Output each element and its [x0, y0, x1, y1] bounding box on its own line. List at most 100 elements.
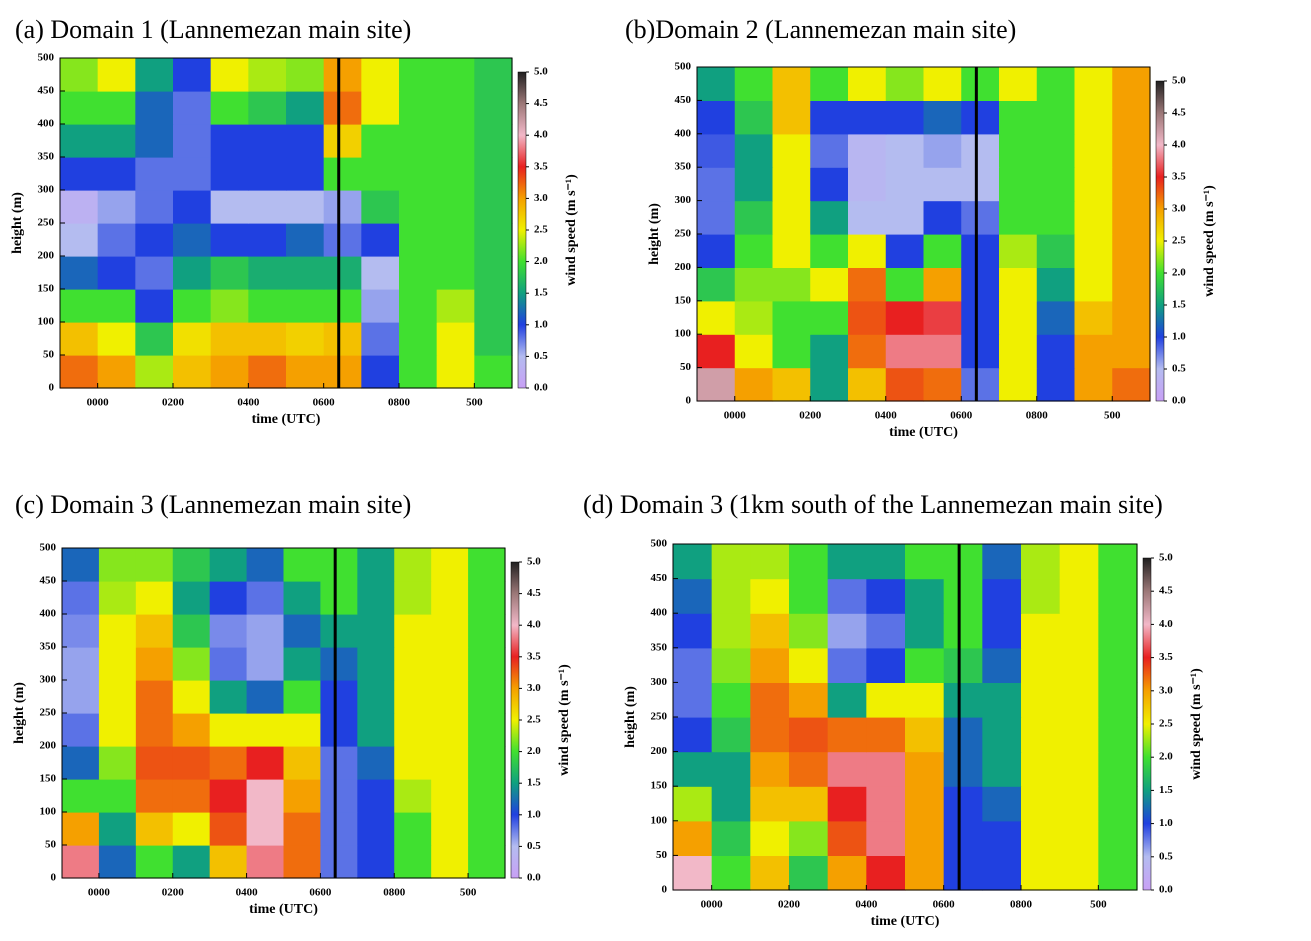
- heat-cell: [436, 223, 475, 257]
- heat-cell: [97, 91, 136, 125]
- heat-cell: [1112, 300, 1151, 335]
- colorbar-tick-label: 1.0: [1172, 331, 1186, 343]
- heat-cell: [320, 812, 358, 846]
- heat-cell: [474, 289, 513, 323]
- heat-cell: [982, 647, 1022, 683]
- heat-cell: [286, 256, 325, 290]
- heat-cell: [923, 200, 962, 235]
- heat-cell: [60, 124, 99, 158]
- heat-cell: [357, 713, 395, 747]
- x-tick-label: 0600: [950, 410, 973, 422]
- heat-cell: [943, 855, 983, 891]
- heat-cell: [468, 680, 506, 714]
- colorbar-tick-label: 0.5: [527, 840, 541, 852]
- heat-cell: [1074, 234, 1113, 268]
- heat-cell: [286, 190, 325, 224]
- heat-cell: [468, 713, 506, 747]
- y-tick-label: 500: [40, 542, 57, 554]
- heat-cell: [1112, 133, 1151, 168]
- heat-cell: [999, 267, 1038, 302]
- heat-cell: [961, 200, 1000, 235]
- heat-cell: [172, 548, 211, 582]
- heat-cell: [827, 682, 867, 718]
- heat-cell: [827, 613, 867, 649]
- heat-cell: [283, 812, 322, 846]
- y-tick-label: 300: [675, 194, 692, 206]
- heat-cell: [248, 91, 287, 125]
- x-tick-label: 0400: [236, 887, 259, 899]
- heat-cell: [320, 548, 358, 582]
- heat-cell: [320, 779, 358, 813]
- heat-cell: [399, 91, 438, 125]
- heat-cell: [286, 322, 325, 356]
- heat-cell: [827, 647, 867, 683]
- colorbar-label: wind speed (m s⁻¹): [564, 174, 579, 286]
- y-tick-label: 200: [651, 745, 668, 757]
- heat-cell: [999, 200, 1038, 235]
- colorbar-tick-label: 1.5: [527, 777, 541, 789]
- heat-cell: [848, 334, 887, 369]
- heat-cell: [135, 779, 174, 813]
- heat-cell: [772, 167, 811, 202]
- heat-cell: [248, 223, 287, 257]
- heat-cell: [1074, 167, 1113, 202]
- heat-cell: [943, 751, 983, 787]
- heat-cell: [711, 544, 751, 580]
- heat-cell: [923, 367, 962, 402]
- y-tick-label: 350: [40, 641, 57, 653]
- heat-cell: [827, 820, 867, 856]
- heat-cell: [172, 581, 211, 615]
- heat-cell: [961, 334, 1000, 369]
- colorbar-tick-label: 4.0: [1172, 139, 1186, 151]
- heat-cell: [323, 58, 362, 92]
- heat-cell: [246, 746, 285, 780]
- heat-cell: [246, 581, 285, 615]
- y-tick-label: 400: [675, 127, 692, 139]
- heat-cell: [1112, 167, 1151, 202]
- colorbar-tick-label: 1.5: [1172, 299, 1186, 311]
- heat-cell: [323, 322, 362, 356]
- heat-cell: [1098, 717, 1138, 753]
- x-tick-label: 0800: [1026, 410, 1049, 422]
- heat-cell: [209, 548, 248, 582]
- heat-cell: [1059, 578, 1099, 614]
- heat-cell: [734, 300, 774, 335]
- heat-cell: [885, 367, 925, 402]
- y-tick-label: 0: [49, 382, 55, 394]
- heat-cell: [357, 746, 395, 780]
- heat-cell: [357, 812, 395, 846]
- heat-cell: [697, 300, 736, 335]
- heat-cell: [1112, 200, 1151, 235]
- y-tick-label: 100: [675, 328, 692, 340]
- heat-cell: [210, 190, 249, 224]
- y-tick-label: 250: [651, 711, 668, 723]
- heat-cell: [361, 322, 400, 356]
- heat-cell: [673, 613, 713, 649]
- y-tick-label: 50: [45, 839, 57, 851]
- x-tick-label: 0400: [855, 899, 878, 911]
- heat-cell: [848, 367, 887, 402]
- heat-cell: [436, 157, 475, 191]
- y-tick-label: 500: [651, 538, 668, 550]
- heat-cell: [848, 234, 887, 268]
- x-tick-label: 0400: [237, 397, 260, 409]
- heat-cell: [135, 680, 174, 714]
- heat-cell: [1059, 682, 1099, 718]
- heat-cell: [399, 190, 438, 224]
- heat-cell: [98, 581, 137, 615]
- heat-cell: [431, 548, 469, 582]
- heat-cell: [361, 58, 400, 92]
- heat-cell: [97, 256, 136, 290]
- heat-cell: [468, 647, 506, 681]
- heat-cell: [1021, 544, 1061, 580]
- heat-cell: [1021, 682, 1061, 718]
- heat-cell: [173, 190, 212, 224]
- panel-title: (d) Domain 3 (1km south of the Lannemeza…: [583, 490, 1163, 519]
- heat-cell: [1059, 786, 1099, 822]
- heat-cell: [474, 223, 513, 257]
- heat-cell: [431, 845, 469, 879]
- heat-cell: [697, 234, 736, 268]
- heat-cell: [210, 256, 249, 290]
- heat-cell: [209, 779, 248, 813]
- heat-cell: [248, 157, 287, 191]
